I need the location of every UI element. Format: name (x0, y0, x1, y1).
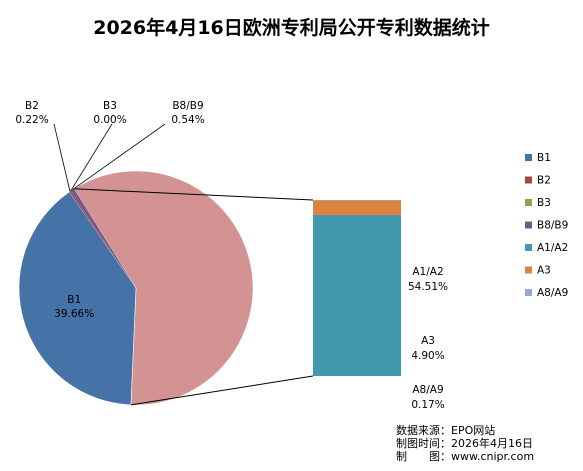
legend-swatch-a3 (525, 267, 532, 274)
legend-swatch-a8-a9 (525, 289, 532, 296)
data-label-b2-value: 0.22% (15, 114, 48, 126)
legend-label-b3: B3 (537, 197, 551, 209)
leader-line-b2 (54, 124, 70, 191)
data-label-b1-value: 39.66% (54, 308, 94, 320)
legend-swatch-b8-b9 (525, 222, 532, 229)
data-label-b8-b9-value: 0.54% (171, 114, 204, 126)
data-label-a1-a2-name: A1/A2 (412, 266, 443, 278)
legend: B1 B2 B3 B8/B9 A1/A2 A3 A8/A9 (525, 152, 568, 299)
source-note: 数据来源：EPO网站 制图时间：2026年4月16日 制 图：www.cnipr… (396, 423, 534, 463)
legend-label-a8-a9: A8/A9 (537, 287, 568, 299)
bar-segment-a8-a9 (313, 200, 401, 201)
legend-label-a1-a2: A1/A2 (537, 242, 568, 254)
legend-label-b2: B2 (537, 175, 551, 187)
legend-label-b1: B1 (537, 152, 551, 164)
data-label-a1-a2-value: 54.51% (408, 281, 448, 293)
legend-swatch-b1 (525, 154, 532, 161)
legend-label-a3: A3 (537, 265, 551, 277)
legend-swatch-b2 (525, 177, 532, 184)
chart-title: 2026年4月16日欧洲专利局公开专利数据统计 (93, 16, 490, 39)
data-label-a8-a9-name: A8/A9 (412, 384, 443, 396)
source-line: 数据来源：EPO网站 (396, 423, 495, 437)
plot-area: B1 39.66% B2 0.22% B3 0.00% B8/B9 0.54% A1/A2 54.… (15, 100, 448, 411)
data-label-a3-value: 4.90% (411, 350, 444, 362)
data-label-a8-a9-value: 0.17% (411, 399, 444, 411)
data-label-b3-name: B3 (103, 100, 117, 112)
data-label-b8-b9-name: B8/B9 (172, 100, 203, 112)
made-by-line: 制 图：www.cnipr.com (396, 450, 534, 463)
bar-segment-a3 (313, 201, 401, 215)
data-label-b1-name: B1 (67, 294, 81, 306)
made-time-line: 制图时间：2026年4月16日 (396, 436, 533, 450)
legend-swatch-a1-a2 (525, 244, 532, 251)
bar-segment-a1-a2 (313, 215, 401, 376)
data-label-a3-name: A3 (421, 335, 435, 347)
legend-swatch-b3 (525, 199, 532, 206)
data-label-b3-value: 0.00% (93, 114, 126, 126)
data-label-b2-name: B2 (25, 100, 39, 112)
legend-label-b8-b9: B8/B9 (537, 220, 568, 232)
